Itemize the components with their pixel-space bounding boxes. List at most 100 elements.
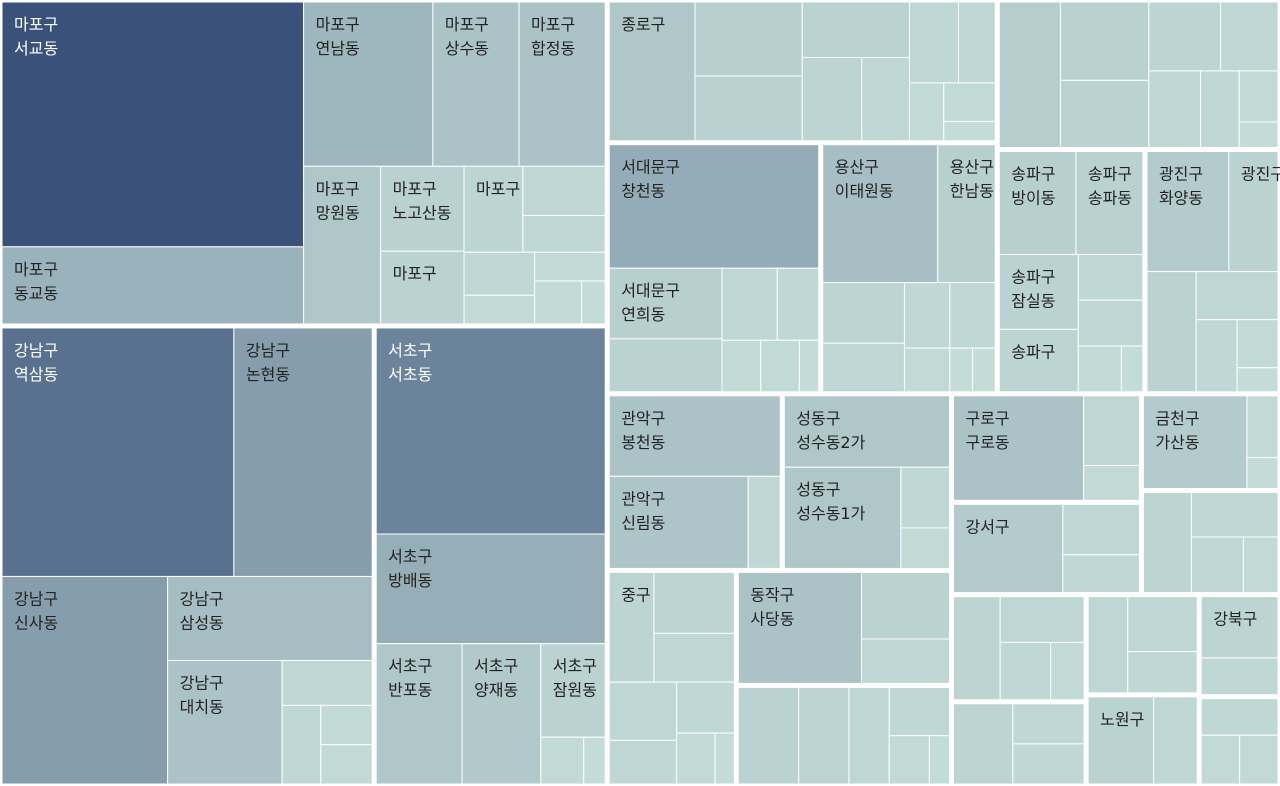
- tile: [1077, 345, 1122, 393]
- tile: [1148, 1, 1222, 72]
- tile: [861, 571, 950, 640]
- tile: [608, 338, 723, 393]
- tile: [928, 735, 950, 785]
- tile: [747, 475, 781, 569]
- tile: [721, 267, 778, 341]
- tile: [949, 282, 996, 349]
- tile: [783, 395, 950, 468]
- tile: [822, 282, 905, 344]
- tile: [522, 165, 606, 216]
- tile: [1220, 1, 1279, 72]
- tile: [694, 75, 803, 142]
- tile: [848, 686, 890, 785]
- tile: [583, 736, 606, 785]
- tile: [1236, 367, 1279, 393]
- tile: [1012, 743, 1085, 785]
- tile-label: 용산구: [950, 158, 994, 177]
- tile: [888, 735, 930, 785]
- tile: [908, 1, 960, 84]
- tile: [1200, 734, 1241, 785]
- tile-label: 송파구: [1011, 164, 1055, 183]
- tile: [952, 703, 1014, 785]
- tile: [1059, 1, 1150, 81]
- tile-label: 상수동: [445, 39, 489, 58]
- tile: [999, 596, 1085, 643]
- tile-label: 강남구: [14, 341, 58, 360]
- tile-label: 구로구: [965, 409, 1009, 428]
- tile: [608, 739, 678, 785]
- tile: [952, 395, 1085, 501]
- tile: [1146, 150, 1230, 273]
- tile: [1153, 696, 1198, 785]
- tile: [1236, 319, 1279, 369]
- tile-label: 성동구: [796, 409, 840, 428]
- tile-label: 마포구: [14, 260, 58, 279]
- tile-label: 마포구: [393, 179, 437, 198]
- tile: [233, 327, 373, 577]
- tile-label: 가산동: [1155, 433, 1199, 452]
- tile: [952, 503, 1064, 594]
- tile-label: 방배동: [388, 571, 432, 590]
- tile: [1077, 253, 1144, 301]
- tile: [801, 1, 910, 58]
- tile-label: 서초구: [553, 657, 597, 676]
- tile-label: 성수동2가: [796, 433, 865, 452]
- tile-label: 송파동: [1088, 188, 1132, 207]
- tile: [522, 214, 606, 253]
- tile: [608, 1, 696, 142]
- tile: [1059, 79, 1150, 148]
- tile: [822, 342, 905, 393]
- tile: [1246, 457, 1279, 489]
- tile-label: 논현동: [246, 365, 290, 384]
- tile: [1246, 395, 1279, 459]
- tile: [534, 251, 606, 282]
- tile-label: 마포구: [316, 15, 360, 34]
- tile: [1195, 319, 1238, 393]
- tile-label: 서교동: [14, 39, 58, 58]
- tile: [320, 704, 373, 746]
- tile-label: 서대문구: [621, 158, 680, 177]
- tile-label: 신림동: [621, 513, 665, 532]
- tile-label: 성수동1가: [796, 504, 865, 523]
- tile-label: 관악구: [621, 489, 665, 508]
- tile-label: 동교동: [14, 284, 58, 303]
- tile: [1127, 596, 1198, 653]
- tile-label: 서초구: [388, 341, 432, 360]
- tile-label: 화양동: [1159, 188, 1203, 207]
- tile: [375, 327, 606, 535]
- tile-label: 신사동: [14, 613, 58, 632]
- tile: [608, 681, 678, 741]
- tile: [721, 339, 762, 393]
- tile: [1087, 696, 1155, 785]
- tile: [608, 144, 820, 269]
- tile: [1083, 395, 1140, 466]
- tile: [900, 527, 950, 569]
- tile: [861, 56, 910, 142]
- tile-label: 봉천동: [621, 433, 665, 452]
- tile: [998, 150, 1077, 255]
- tile: [1238, 121, 1279, 148]
- tile: [1142, 395, 1248, 489]
- tile-label: 종로구: [621, 15, 665, 34]
- tile: [903, 282, 951, 349]
- tile: [908, 82, 945, 142]
- tile-label: 서대문구: [621, 281, 680, 300]
- tile: [1142, 491, 1192, 594]
- tile-label: 용산구: [835, 158, 879, 177]
- tile-label: 마포구: [445, 15, 489, 34]
- tile: [783, 466, 902, 569]
- tile-label: 마포구: [316, 179, 360, 198]
- tile: [1075, 150, 1144, 255]
- tile: [760, 339, 800, 393]
- tile: [1200, 657, 1279, 696]
- tile: [1190, 536, 1244, 594]
- tile-label: 서초구: [388, 657, 432, 676]
- tile-label: 동작구: [750, 585, 794, 604]
- tile: [776, 267, 820, 341]
- tile: [937, 144, 996, 284]
- tile: [676, 681, 735, 734]
- tile: [581, 280, 606, 325]
- tile-label: 강남구: [14, 589, 58, 608]
- tile: [822, 144, 939, 284]
- tile-label: 서초구: [388, 547, 432, 566]
